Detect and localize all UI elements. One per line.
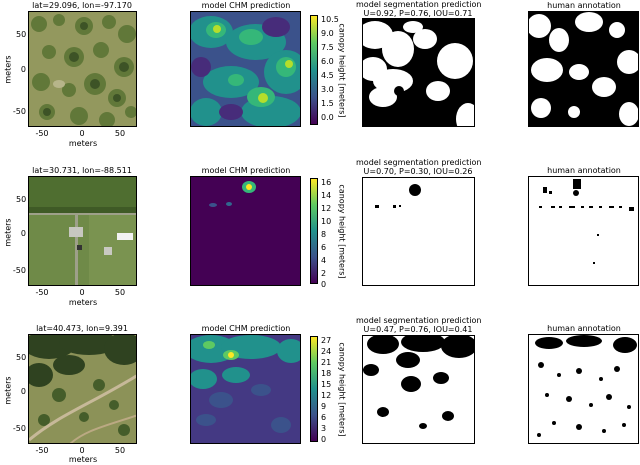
colorbar-label: canopy height [meters] bbox=[337, 342, 347, 437]
colorbar-tick: 9.0 bbox=[321, 29, 334, 38]
ytick-label: 50 bbox=[16, 30, 27, 39]
ytick-label: -50 bbox=[12, 266, 26, 275]
segmentation-mask bbox=[363, 178, 474, 285]
seg-metrics: U=0.47, P=0.76, IOU=0.41 bbox=[363, 325, 473, 334]
colorbar-tick: 0 bbox=[321, 280, 327, 289]
seg-metrics: U=0.70, P=0.30, IOU=0.26 bbox=[363, 167, 473, 176]
seg-title: model segmentation prediction bbox=[356, 0, 482, 9]
colorbar-tick: 24 bbox=[321, 347, 332, 356]
rgb-image-panel bbox=[28, 11, 137, 127]
rgb-image bbox=[29, 177, 136, 285]
ytick-label: 50 bbox=[16, 353, 27, 362]
human-annotation-mask bbox=[529, 335, 638, 443]
rgb-title: lat=29.096, lon=-97.170 bbox=[32, 1, 132, 10]
segmentation-mask bbox=[363, 19, 474, 126]
colorbar-tick: 12 bbox=[321, 204, 332, 213]
ylabel: meters bbox=[3, 55, 13, 84]
human-annotation-panel bbox=[528, 334, 639, 444]
colorbar bbox=[310, 15, 318, 125]
human-title: human annotation bbox=[547, 1, 621, 10]
chm-panel bbox=[190, 11, 301, 127]
rgb-title: lat=30.731, lon=-88.511 bbox=[32, 166, 132, 175]
colorbar-tick: 4.5 bbox=[321, 71, 334, 80]
colorbar-tick: 7.5 bbox=[321, 43, 334, 52]
ylabel: meters bbox=[3, 218, 13, 247]
xlabel: meters bbox=[68, 455, 98, 464]
colorbar-tick: 0.0 bbox=[321, 113, 334, 122]
human-annotation-mask bbox=[529, 177, 638, 285]
chm-heatmap bbox=[191, 177, 300, 285]
ytick-label: 0 bbox=[20, 65, 26, 74]
human-annotation-panel bbox=[528, 176, 639, 286]
xlabel: meters bbox=[68, 139, 98, 148]
segmentation-panel bbox=[362, 18, 475, 127]
colorbar-tick: 12 bbox=[321, 391, 332, 400]
rgb-image-panel bbox=[28, 176, 137, 286]
colorbar-tick: 27 bbox=[321, 336, 332, 345]
colorbar-tick: 0 bbox=[321, 435, 327, 444]
colorbar-tick: 6.0 bbox=[321, 57, 334, 66]
chm-panel bbox=[190, 176, 301, 286]
ytick-label: 0 bbox=[20, 387, 26, 396]
colorbar-tick: 14 bbox=[321, 191, 332, 200]
ytick-label: -50 bbox=[12, 107, 26, 116]
ytick-label: -50 bbox=[12, 424, 26, 433]
xtick-label: 50 bbox=[114, 129, 126, 138]
rgb-image bbox=[29, 335, 136, 443]
human-title: human annotation bbox=[547, 166, 621, 175]
chm-title: model CHM prediction bbox=[201, 1, 291, 10]
colorbar bbox=[310, 336, 318, 442]
xtick-label: -50 bbox=[35, 446, 49, 455]
segmentation-panel bbox=[362, 177, 475, 286]
rgb-image-panel bbox=[28, 334, 137, 444]
xtick-label: 0 bbox=[79, 288, 85, 297]
seg-title: model segmentation prediction bbox=[356, 158, 482, 167]
human-annotation-mask bbox=[529, 12, 638, 126]
chm-heatmap bbox=[191, 335, 300, 443]
colorbar-tick: 3 bbox=[321, 424, 327, 433]
ytick-label: 0 bbox=[20, 229, 26, 238]
colorbar-tick: 21 bbox=[321, 358, 332, 367]
segmentation-mask bbox=[363, 336, 474, 443]
colorbar-tick: 10.5 bbox=[321, 15, 339, 24]
xtick-label: 50 bbox=[114, 288, 126, 297]
ytick-label: 50 bbox=[16, 195, 27, 204]
xtick-label: 0 bbox=[79, 129, 85, 138]
rgb-image bbox=[29, 12, 136, 126]
seg-metrics: U=0.92, P=0.76, IOU=0.71 bbox=[363, 9, 473, 18]
chm-title: model CHM prediction bbox=[201, 166, 291, 175]
colorbar-tick: 9 bbox=[321, 402, 327, 411]
colorbar-tick: 18 bbox=[321, 369, 332, 378]
human-title: human annotation bbox=[547, 324, 621, 333]
chm-title: model CHM prediction bbox=[201, 324, 291, 333]
segmentation-panel bbox=[362, 335, 475, 444]
xtick-label: 0 bbox=[79, 446, 85, 455]
colorbar-tick: 2 bbox=[321, 269, 327, 278]
human-annotation-panel bbox=[528, 11, 639, 127]
xtick-label: -50 bbox=[35, 288, 49, 297]
colorbar-tick: 10 bbox=[321, 217, 332, 226]
colorbar-tick: 6 bbox=[321, 243, 327, 252]
xtick-label: 50 bbox=[114, 446, 126, 455]
seg-title: model segmentation prediction bbox=[356, 316, 482, 325]
colorbar-tick: 4 bbox=[321, 256, 327, 265]
ylabel: meters bbox=[3, 376, 13, 405]
colorbar-tick: 15 bbox=[321, 380, 332, 389]
rgb-title: lat=40.473, lon=9.391 bbox=[36, 324, 128, 333]
chm-panel bbox=[190, 334, 301, 444]
colorbar-tick: 16 bbox=[321, 178, 332, 187]
xtick-label: -50 bbox=[35, 129, 49, 138]
colorbar-label: canopy height [meters] bbox=[337, 184, 347, 279]
colorbar-tick: 1.5 bbox=[321, 99, 334, 108]
colorbar bbox=[310, 178, 318, 284]
xlabel: meters bbox=[68, 298, 98, 307]
colorbar-label: canopy height [meters] bbox=[337, 23, 347, 118]
colorbar-tick: 6 bbox=[321, 413, 327, 422]
colorbar-tick: 3.0 bbox=[321, 85, 334, 94]
colorbar-tick: 8 bbox=[321, 230, 327, 239]
chm-heatmap bbox=[191, 12, 300, 126]
